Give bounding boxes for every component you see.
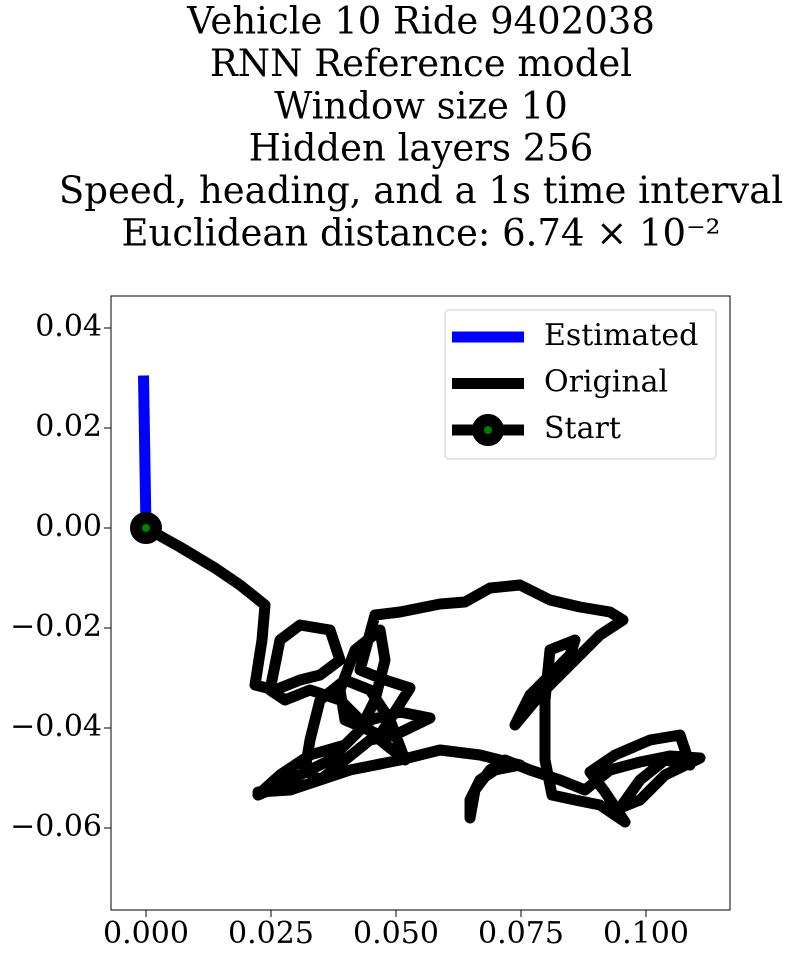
series-line: [140, 522, 706, 828]
chart-title: RNN Reference model: [210, 42, 632, 85]
x-tick-label: 0.025: [228, 916, 314, 951]
x-tick-label: 0.100: [603, 916, 689, 951]
chart-title: Euclidean distance: 6.74 × 10⁻²: [122, 212, 721, 255]
start-marker: [130, 512, 162, 544]
x-tick-label: 0.050: [353, 916, 439, 951]
legend-marker: [472, 414, 504, 446]
legend-label: Original: [544, 365, 668, 400]
y-tick-label: 0.02: [35, 409, 102, 444]
y-tick-label: −0.04: [10, 709, 102, 744]
chart-title: Window size 10: [274, 84, 568, 127]
plot-frame: [110, 295, 731, 911]
legend-label: Estimated: [544, 318, 698, 353]
y-tick-label: −0.02: [10, 609, 102, 644]
chart-title: Vehicle 10 Ride 9402038: [186, 0, 655, 43]
chart-title: Hidden layers 256: [249, 127, 594, 170]
y-tick-label: 0.00: [35, 509, 102, 544]
y-tick-label: −0.06: [10, 809, 102, 844]
y-tick-label: 0.04: [35, 309, 102, 344]
legend-label: Start: [544, 411, 621, 446]
x-tick-label: 0.000: [103, 916, 189, 951]
plot-area: [130, 375, 706, 828]
chart-title: Speed, heading, and a 1s time interval: [59, 169, 783, 212]
legend-box: [444, 309, 717, 460]
x-tick-label: 0.075: [478, 916, 564, 951]
series-line: [138, 375, 152, 529]
